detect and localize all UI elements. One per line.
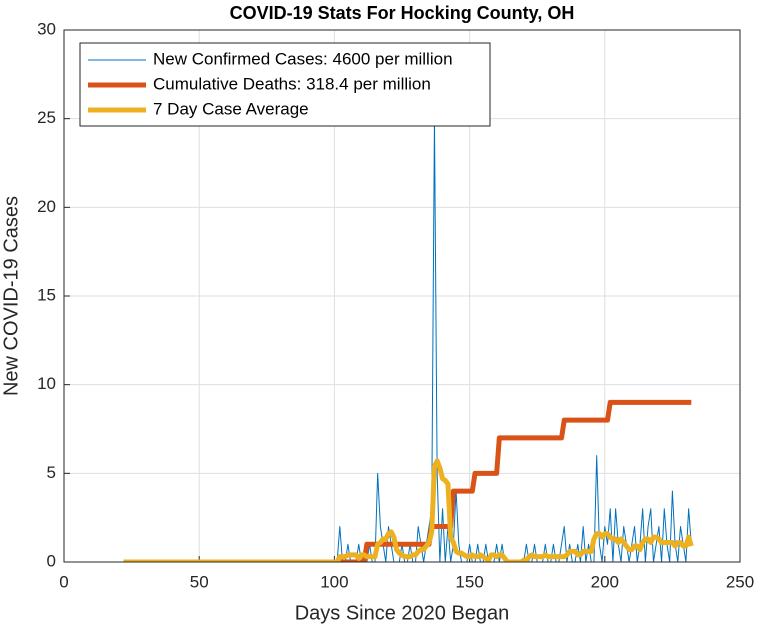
x-tick-label: 100 (320, 572, 348, 591)
legend-label: 7 Day Case Average (153, 99, 309, 118)
y-tick-label: 15 (37, 285, 56, 304)
y-tick-label: 10 (37, 374, 56, 393)
legend-label: Cumulative Deaths: 318.4 per million (153, 74, 431, 93)
series-line (123, 399, 692, 562)
y-tick-label: 30 (37, 19, 56, 38)
x-tick-label: 150 (455, 572, 483, 591)
series-line (123, 458, 694, 562)
chart-title: COVID-19 Stats For Hocking County, OH (230, 3, 575, 23)
x-tick-label: 50 (190, 572, 209, 591)
x-tick-label: 0 (59, 572, 68, 591)
y-tick-label: 25 (37, 108, 56, 127)
y-tick-label: 5 (47, 463, 56, 482)
y-tick-label: 0 (47, 551, 56, 570)
axes-box (63, 29, 741, 563)
legend-box (79, 42, 491, 127)
y-tick-label: 20 (37, 197, 56, 216)
y-axis-label: New COVID-19 Cases (0, 196, 22, 396)
legend-label: New Confirmed Cases: 4600 per million (153, 49, 453, 68)
x-axis-label: Days Since 2020 Began (295, 602, 510, 624)
x-tick-label: 250 (726, 572, 754, 591)
x-tick-label: 200 (591, 572, 619, 591)
